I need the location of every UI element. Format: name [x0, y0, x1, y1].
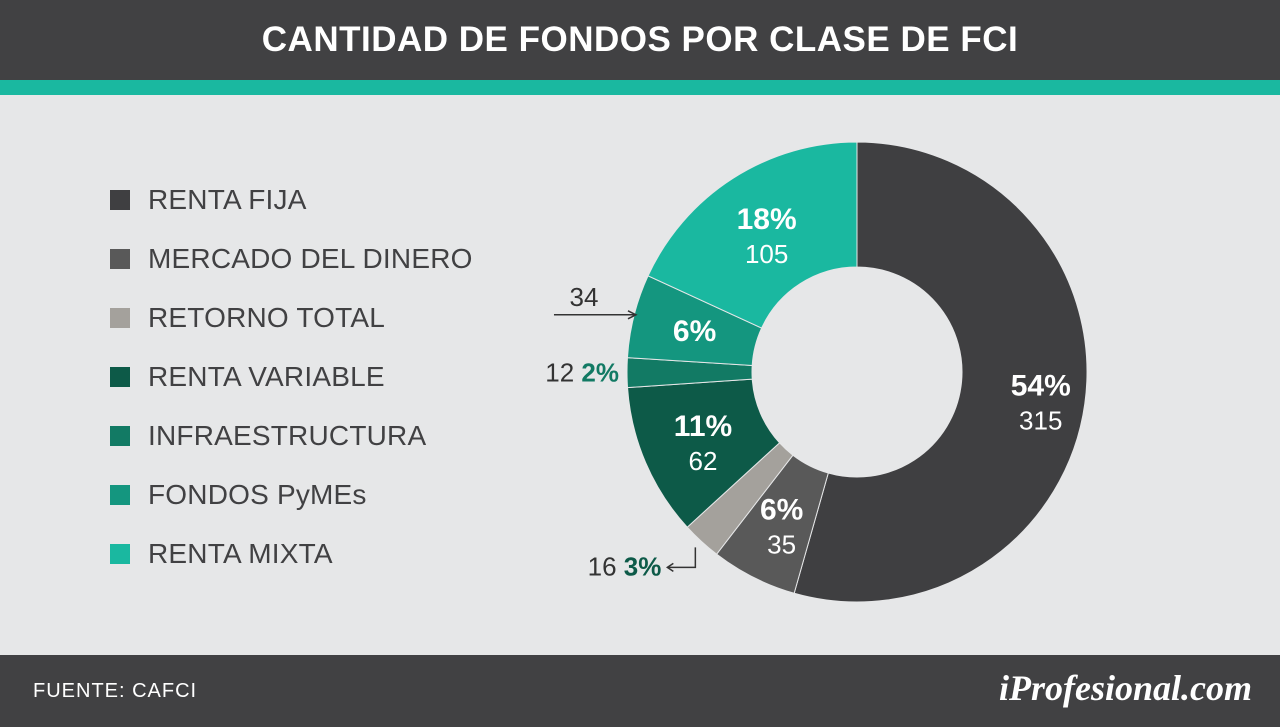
value-label: 105 [745, 239, 788, 269]
accent-bar [0, 80, 1280, 95]
legend-label: RENTA FIJA [148, 183, 307, 215]
legend-item: INFRAESTRUCTURA [110, 406, 530, 465]
callout-arrow [667, 547, 697, 569]
legend-label: INFRAESTRUCTURA [148, 419, 427, 451]
legend-item: RENTA VARIABLE [110, 347, 530, 406]
outside-label: 12 2% [545, 358, 619, 388]
callout-arrowhead [627, 310, 638, 320]
legend-item: RENTA FIJA [110, 170, 530, 229]
footer: FUENTE: CAFCI iProfesional.com [0, 655, 1280, 727]
legend-item: RENTA MIXTA [110, 524, 530, 583]
percent-label: 6% [673, 315, 716, 348]
callout-arrowhead [665, 562, 674, 572]
legend-item: FONDOS PyMEs [110, 465, 530, 524]
legend-label: RENTA VARIABLE [148, 360, 385, 392]
value-label: 35 [767, 530, 796, 560]
value-label: 315 [1019, 406, 1062, 436]
legend-item: RETORNO TOTAL [110, 288, 530, 347]
donut-slice [793, 141, 1088, 603]
source-label: FUENTE: CAFCI [33, 680, 198, 702]
legend-label: MERCADO DEL DINERO [148, 242, 473, 274]
legend-swatch [110, 366, 130, 387]
outside-label: 16 3% [588, 551, 662, 581]
value-label: 62 [689, 446, 718, 476]
percent-label: 54% [1011, 370, 1071, 403]
legend-swatch [110, 543, 130, 564]
legend-label: RENTA MIXTA [148, 537, 333, 569]
percent-label: 6% [760, 494, 803, 527]
chart-header: CANTIDAD DE FONDOS POR CLASE DE FCI [0, 0, 1280, 80]
legend-swatch [110, 248, 130, 269]
legend-label: RETORNO TOTAL [148, 301, 386, 333]
legend-item: MERCADO DEL DINERO [110, 229, 530, 288]
legend-swatch [110, 307, 130, 328]
donut-slice [647, 141, 858, 329]
chart-title: CANTIDAD DE FONDOS POR CLASE DE FCI [261, 20, 1019, 59]
value-label: 34 [570, 282, 599, 312]
legend: RENTA FIJA MERCADO DEL DINERO RETORNO TOTA… [110, 170, 530, 583]
brand-logo: iProfesional.com [999, 668, 1252, 708]
percent-label: 18% [737, 203, 797, 236]
legend-swatch [110, 484, 130, 505]
legend-label: FONDOS PyMEs [148, 478, 367, 510]
legend-swatch [110, 425, 130, 446]
legend-swatch [110, 189, 130, 210]
percent-label: 11% [674, 410, 732, 443]
